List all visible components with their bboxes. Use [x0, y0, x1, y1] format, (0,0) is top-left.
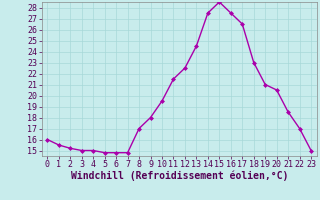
X-axis label: Windchill (Refroidissement éolien,°C): Windchill (Refroidissement éolien,°C) — [70, 171, 288, 181]
